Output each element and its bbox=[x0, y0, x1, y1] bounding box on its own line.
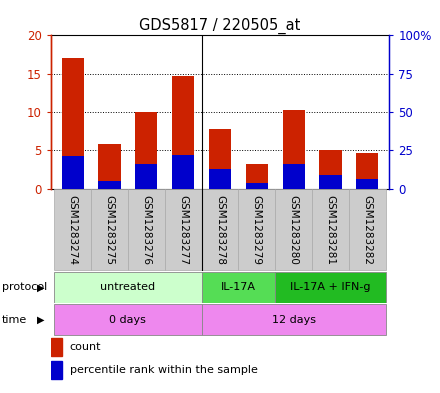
Text: GSM1283275: GSM1283275 bbox=[105, 195, 114, 265]
Text: GSM1283279: GSM1283279 bbox=[252, 195, 262, 265]
Bar bbox=[209, 129, 231, 189]
Text: IL-17A: IL-17A bbox=[221, 282, 256, 292]
Text: 0 days: 0 days bbox=[110, 314, 147, 325]
FancyBboxPatch shape bbox=[54, 272, 202, 303]
FancyBboxPatch shape bbox=[312, 189, 349, 270]
FancyBboxPatch shape bbox=[202, 189, 238, 270]
Bar bbox=[172, 155, 194, 189]
Bar bbox=[136, 112, 158, 189]
Text: GSM1283280: GSM1283280 bbox=[289, 195, 299, 265]
Bar bbox=[136, 164, 158, 189]
Bar bbox=[246, 182, 268, 189]
FancyBboxPatch shape bbox=[202, 304, 386, 335]
Bar bbox=[99, 144, 121, 189]
Text: count: count bbox=[70, 342, 101, 353]
Text: GSM1283282: GSM1283282 bbox=[362, 195, 372, 265]
Text: GSM1283281: GSM1283281 bbox=[326, 195, 335, 265]
Text: GSM1283277: GSM1283277 bbox=[178, 195, 188, 265]
FancyBboxPatch shape bbox=[349, 189, 386, 270]
FancyBboxPatch shape bbox=[54, 189, 91, 270]
FancyBboxPatch shape bbox=[91, 189, 128, 270]
Bar bbox=[62, 156, 84, 189]
Text: percentile rank within the sample: percentile rank within the sample bbox=[70, 365, 257, 375]
Bar bbox=[319, 175, 341, 189]
Text: time: time bbox=[2, 314, 27, 325]
Bar bbox=[172, 76, 194, 189]
Bar bbox=[51, 338, 62, 356]
FancyBboxPatch shape bbox=[128, 189, 165, 270]
Text: GSM1283274: GSM1283274 bbox=[68, 195, 78, 265]
FancyBboxPatch shape bbox=[54, 304, 202, 335]
Bar bbox=[356, 180, 378, 189]
Text: GSM1283278: GSM1283278 bbox=[215, 195, 225, 265]
Bar bbox=[209, 169, 231, 189]
Text: GSM1283276: GSM1283276 bbox=[141, 195, 151, 265]
Text: protocol: protocol bbox=[2, 282, 48, 292]
Text: ▶: ▶ bbox=[37, 282, 45, 292]
Text: IL-17A + IFN-g: IL-17A + IFN-g bbox=[290, 282, 371, 292]
Bar bbox=[356, 153, 378, 189]
Bar bbox=[282, 110, 305, 189]
Bar bbox=[51, 361, 62, 379]
Bar bbox=[62, 58, 84, 189]
FancyBboxPatch shape bbox=[275, 272, 386, 303]
Text: 12 days: 12 days bbox=[271, 314, 315, 325]
Bar bbox=[99, 181, 121, 189]
Text: ▶: ▶ bbox=[37, 314, 45, 325]
Bar bbox=[319, 150, 341, 189]
FancyBboxPatch shape bbox=[275, 189, 312, 270]
Text: untreated: untreated bbox=[100, 282, 155, 292]
FancyBboxPatch shape bbox=[165, 189, 202, 270]
Title: GDS5817 / 220505_at: GDS5817 / 220505_at bbox=[139, 18, 301, 34]
FancyBboxPatch shape bbox=[238, 189, 275, 270]
FancyBboxPatch shape bbox=[202, 272, 275, 303]
Bar bbox=[246, 164, 268, 189]
Bar bbox=[282, 164, 305, 189]
